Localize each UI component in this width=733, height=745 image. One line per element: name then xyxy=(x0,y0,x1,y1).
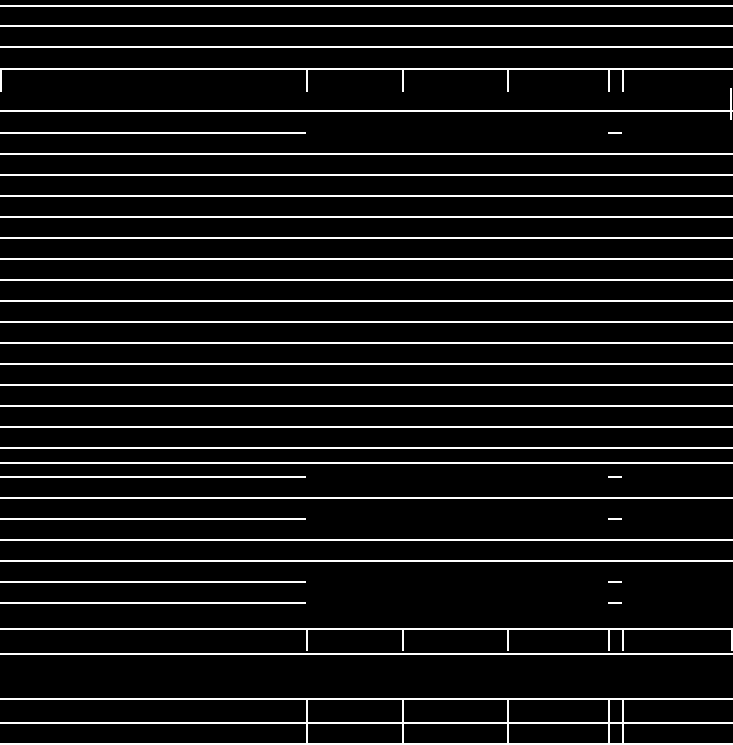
column-separator-3-header xyxy=(507,70,509,92)
footer-row-separator-2 xyxy=(402,700,404,745)
footer-rule-top xyxy=(0,628,733,630)
body-rule xyxy=(0,258,733,260)
body-rule xyxy=(0,195,733,197)
footer-row-separator-1 xyxy=(306,700,308,745)
body-rule xyxy=(0,539,733,541)
body-rule xyxy=(0,321,733,323)
body-rule xyxy=(0,110,733,112)
column-separator-2-header xyxy=(402,70,404,92)
column-separator-2-footer xyxy=(402,630,404,651)
header-rule-1 xyxy=(0,5,733,7)
column-separator-1-footer xyxy=(306,630,308,651)
body-rule xyxy=(0,363,733,365)
footer-row-separator-4 xyxy=(608,700,610,745)
footer-rule-band-top xyxy=(0,653,733,655)
body-rule-subtotal xyxy=(0,602,306,604)
column-separator-1-header xyxy=(306,70,308,92)
body-rule xyxy=(0,560,733,562)
column-separator-4-footer xyxy=(608,630,610,651)
body-rule xyxy=(0,216,733,218)
footer-row-separator-5 xyxy=(622,700,624,745)
body-rule xyxy=(0,153,733,155)
body-rule xyxy=(0,174,733,176)
left-edge-tick xyxy=(0,70,2,92)
body-rule-subtotal xyxy=(0,476,306,478)
body-rule xyxy=(0,462,733,464)
column-separator-5-footer xyxy=(622,630,624,651)
footer-rule-row-2 xyxy=(0,743,733,745)
body-rule-subtotal xyxy=(0,132,306,134)
body-rule xyxy=(0,237,733,239)
body-rule xyxy=(0,279,733,281)
column-separator-5-header xyxy=(622,70,624,92)
body-rule xyxy=(0,405,733,407)
body-rule-subtotal xyxy=(0,581,306,583)
body-dash-subtotal xyxy=(608,132,622,134)
right-edge-tick xyxy=(730,88,732,120)
body-rule xyxy=(0,447,733,449)
body-rule xyxy=(0,342,733,344)
body-rule xyxy=(0,300,733,302)
header-rule-3 xyxy=(0,46,733,48)
body-rule xyxy=(0,497,733,499)
body-dash-subtotal xyxy=(608,581,622,583)
body-rule xyxy=(0,384,733,386)
column-separator-4-header xyxy=(608,70,610,92)
header-rule-4 xyxy=(0,68,733,70)
body-rule-subtotal xyxy=(0,518,306,520)
header-rule-2 xyxy=(0,25,733,27)
footer-rule-band-bottom xyxy=(0,698,733,700)
body-rule xyxy=(0,426,733,428)
footer-row-separator-3 xyxy=(507,700,509,745)
body-dash-subtotal xyxy=(608,476,622,478)
body-dash-subtotal xyxy=(608,602,622,604)
column-separator-3-footer xyxy=(507,630,509,651)
footer-rule-row-1 xyxy=(0,722,733,724)
body-dash-subtotal xyxy=(608,518,622,520)
right-edge-tick-footer xyxy=(731,630,733,651)
